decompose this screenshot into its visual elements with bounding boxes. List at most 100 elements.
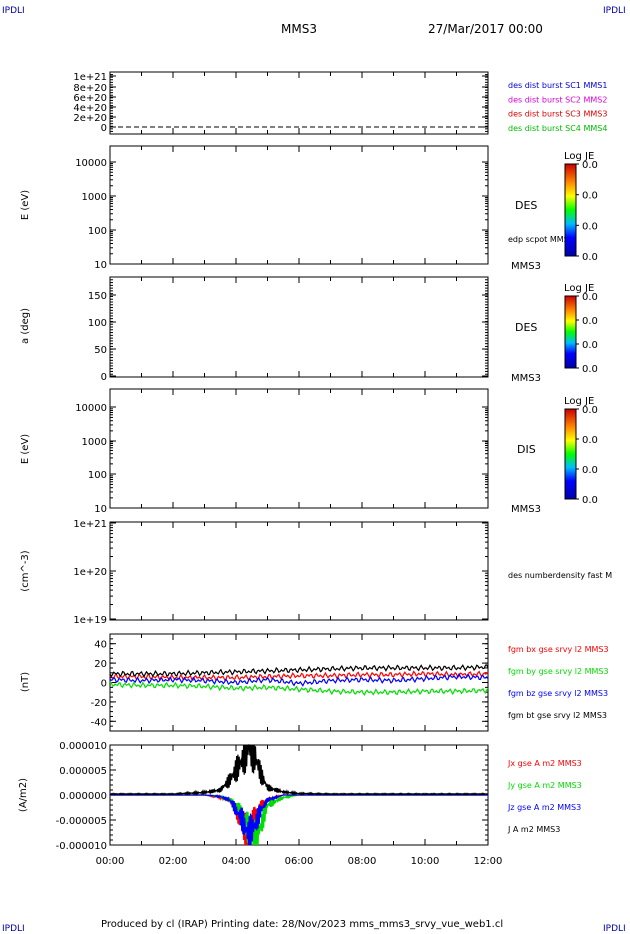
y-tick-label: 1e+21 [73, 519, 107, 530]
y-tick-label: 0.000005 [59, 766, 107, 777]
legend-entry: Jz gse A m2 MMS3 [507, 803, 581, 812]
y-tick-label: 0 [101, 679, 107, 690]
series-line-Jz [110, 794, 488, 846]
y-axis-label: E (eV) [20, 190, 31, 220]
legend-entry: Jx gse A m2 MMS3 [507, 759, 582, 768]
y-tick-label: 6e+20 [73, 93, 107, 104]
colorbar-tick-label: 0.0 [582, 160, 598, 171]
corner-label-top-right: IPDLI [603, 6, 626, 16]
series-line-by [109, 681, 489, 696]
legend-entry: edp scpot MMS3 [508, 235, 574, 244]
y-tick-label: 0.000010 [59, 741, 107, 752]
series-line-bt [109, 664, 489, 678]
y-axis-label: (nT) [20, 672, 31, 692]
y-tick-label: 10 [94, 260, 107, 271]
y-tick-label: 4e+20 [73, 103, 107, 114]
footer-text: Produced by cl (IRAP) Printing date: 28/… [101, 919, 504, 930]
spacecraft-label: MMS3 [511, 504, 541, 515]
y-axis-label: E (eV) [20, 434, 31, 464]
legend-entry: fgm by gse srvy l2 MMS3 [508, 667, 609, 676]
panel-frame-0 [109, 71, 489, 135]
y-tick-label: 150 [88, 291, 107, 302]
colorbar-tick-label: 0.0 [582, 221, 598, 232]
y-tick-label: 0 [101, 123, 107, 134]
colorbar-tick-label: 0.0 [582, 252, 598, 263]
corner-label-top-left: IPDLI [2, 6, 25, 16]
panel-frame-4 [109, 521, 489, 621]
legend-entry: des dist burst SC1 MMS1 [508, 81, 607, 90]
y-tick-label: -20 [91, 698, 107, 709]
corner-label-bottom-left: IPDLI [2, 924, 25, 934]
y-tick-label: 10000 [75, 403, 107, 414]
colorbar-title: Log JE [564, 283, 594, 294]
y-tick-label: 0 [101, 372, 107, 383]
colorbar-tick-label: 0.0 [582, 495, 598, 506]
legend-entry: des numberdensity fast M [508, 571, 612, 580]
x-tick-label: 02:00 [159, 856, 188, 867]
y-tick-label: 2e+20 [73, 113, 107, 124]
y-tick-label: 1e+20 [73, 567, 107, 578]
y-tick-label: 1000 [82, 192, 107, 203]
corner-label-bottom-right: IPDLI [603, 924, 626, 934]
legend-entry: des dist burst SC4 MMS4 [508, 124, 607, 133]
legend-entry: fgm bt gse srvy l2 MMS3 [508, 711, 607, 720]
instrument-label: DES [515, 321, 537, 334]
y-tick-label: 100 [88, 318, 107, 329]
panel-frame-2 [109, 276, 489, 378]
legend-entry: fgm bz gse srvy l2 MMS3 [508, 689, 608, 698]
panel-frame-3 [109, 388, 489, 509]
y-axis-label: (cm^-3) [20, 550, 31, 591]
instrument-label: DES [515, 199, 537, 212]
y-tick-label: 10 [94, 504, 107, 515]
colorbar-tick-label: 0.0 [582, 292, 598, 303]
legend-entry: des dist burst SC3 MMS3 [508, 110, 607, 119]
legend-entry: fgm bx gse srvy l2 MMS3 [508, 645, 609, 654]
colorbar [564, 163, 577, 257]
y-tick-label: 100 [88, 226, 107, 237]
legend-entry: Jy gse A m2 MMS3 [507, 781, 582, 790]
y-tick-label: 1000 [82, 437, 107, 448]
colorbar-tick-label: 0.0 [582, 435, 598, 446]
colorbar-tick-label: 0.0 [582, 405, 598, 416]
series-line-bz [109, 672, 489, 687]
colorbar-tick-label: 0.0 [582, 191, 598, 202]
x-tick-label: 00:00 [96, 856, 125, 867]
colorbar-tick-label: 0.0 [582, 364, 598, 375]
spacecraft-label: MMS3 [511, 373, 541, 384]
y-tick-label: 50 [94, 345, 107, 356]
y-tick-label: 100 [88, 470, 107, 481]
colorbar-tick-label: 0.0 [582, 340, 598, 351]
y-tick-label: 10000 [75, 158, 107, 169]
date-title: 27/Mar/2017 00:00 [428, 22, 543, 36]
colorbar-title: Log JE [564, 396, 594, 407]
series-line-Jy [110, 794, 488, 846]
x-tick-label: 06:00 [285, 856, 314, 867]
series-line-Jx [110, 794, 488, 846]
y-tick-label: 0.000000 [59, 791, 107, 802]
x-tick-label: 10:00 [411, 856, 440, 867]
y-tick-label: 40 [94, 640, 107, 651]
legend-entry: J A m2 MMS3 [507, 825, 560, 834]
colorbar-tick-label: 0.0 [582, 316, 598, 327]
y-tick-label: 1e+21 [73, 72, 107, 83]
legend-entry: des dist burst SC2 MMS2 [508, 95, 607, 104]
colorbar-title: Log JE [564, 151, 594, 162]
panel-frame-1 [109, 145, 489, 265]
y-tick-label: -0.000005 [56, 816, 107, 827]
y-tick-label: 8e+20 [73, 83, 107, 94]
y-tick-label: -0.000010 [56, 841, 107, 852]
instrument-label: DIS [517, 443, 536, 456]
y-tick-label: 20 [94, 659, 107, 670]
x-tick-label: 04:00 [222, 856, 251, 867]
x-tick-label: 12:00 [474, 856, 503, 867]
series-line-bx [109, 670, 489, 682]
colorbar [564, 408, 577, 500]
spacecraft-label: MMS3 [511, 261, 541, 272]
y-axis-label: a (deg) [20, 308, 31, 344]
series-line-J [109, 744, 489, 796]
colorbar [564, 295, 577, 369]
spacecraft-title: MMS3 [281, 22, 317, 36]
colorbar-tick-label: 0.0 [582, 465, 598, 476]
y-tick-label: 1e+19 [73, 615, 107, 626]
